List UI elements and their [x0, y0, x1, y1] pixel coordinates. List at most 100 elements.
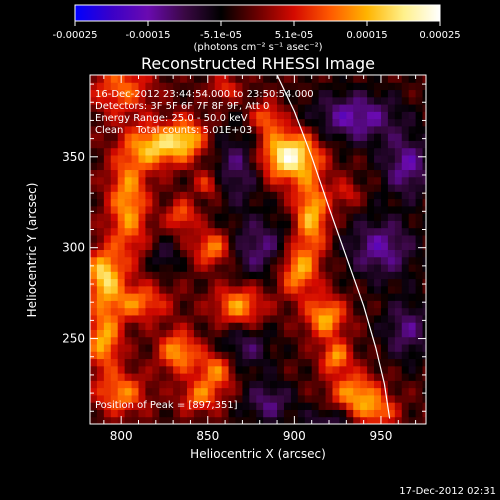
heatmap-cell [110, 169, 119, 178]
heatmap-cell [401, 169, 410, 178]
heatmap-cell [270, 373, 278, 381]
heatmap-cell [374, 278, 382, 287]
heatmap-cell [415, 176, 424, 185]
heatmap-cell [214, 409, 223, 418]
heatmap-cell [207, 416, 216, 424]
heatmap-cell [131, 264, 139, 272]
heatmap-cell [277, 184, 285, 192]
heatmap-cell [380, 111, 389, 120]
heatmap-cell [270, 409, 278, 418]
heatmap-cell [90, 322, 98, 330]
heatmap-cell [173, 358, 181, 367]
heatmap-cell [138, 213, 146, 221]
heatmap-cell [186, 293, 195, 301]
heatmap-cell [346, 220, 354, 229]
heatmap-cell [166, 402, 174, 410]
heatmap-cell [353, 82, 361, 91]
heatmap-cell [103, 394, 112, 403]
heatmap-cell [145, 125, 153, 134]
heatmap-cell [235, 213, 243, 221]
heatmap-cell [138, 249, 146, 258]
heatmap-cell [394, 314, 403, 323]
heatmap-cell [90, 176, 98, 185]
heatmap-cell [290, 373, 299, 381]
heatmap-cell [290, 213, 299, 221]
heatmap-cell [207, 329, 216, 338]
heatmap-cell [138, 358, 146, 367]
heatmap-cell [374, 162, 382, 171]
heatmap-cell [110, 409, 119, 418]
heatmap-cell [401, 234, 410, 243]
heatmap-cell [152, 365, 160, 374]
heatmap-cell [311, 351, 320, 360]
heatmap-cell [214, 278, 223, 287]
heatmap-cell [401, 351, 410, 360]
heatmap-cell [297, 118, 306, 127]
heatmap-cell [200, 307, 209, 316]
heatmap-cell [297, 104, 306, 112]
heatmap-cell [290, 140, 299, 149]
heatmap-cell [90, 314, 98, 323]
heatmap-cell [401, 314, 410, 323]
heatmap-cell [408, 402, 417, 410]
heatmap-cell [408, 133, 417, 141]
heatmap-cell [290, 402, 299, 410]
heatmap-cell [249, 111, 257, 120]
heatmap-cell [159, 285, 167, 294]
heatmap-cell [415, 256, 424, 265]
heatmap-cell [138, 387, 146, 396]
heatmap-cell [138, 271, 146, 280]
heatmap-cell [110, 234, 119, 243]
heatmap-cell [332, 111, 340, 120]
heatmap-cell [277, 285, 285, 294]
heatmap-cell [422, 198, 426, 207]
heatmap-cell [415, 409, 424, 418]
heatmap-cell [249, 278, 257, 287]
heatmap-cell [374, 111, 382, 120]
heatmap-cell [353, 213, 361, 221]
heatmap-cell [304, 314, 313, 323]
heatmap-cell [166, 336, 174, 345]
heatmap-cell [263, 322, 271, 330]
heatmap-cell [270, 82, 278, 91]
x-axis-label: Heliocentric X (arcsec) [190, 447, 326, 461]
heatmap-cell [124, 242, 133, 250]
heatmap-cell [166, 198, 174, 207]
heatmap-cell [374, 169, 382, 178]
heatmap-cell [180, 264, 188, 272]
heatmap-cell [117, 227, 126, 236]
heatmap-cell [318, 227, 327, 236]
heatmap-cell [110, 176, 119, 185]
heatmap-cell [124, 329, 133, 338]
heatmap-cell [96, 82, 105, 91]
heatmap-cell [304, 75, 313, 83]
heatmap-cell [360, 358, 368, 367]
heatmap-cell [124, 387, 133, 396]
heatmap-cell [221, 358, 230, 367]
heatmap-cell [235, 205, 243, 214]
heatmap-cell [318, 176, 327, 185]
heatmap-cell [186, 176, 195, 185]
heatmap-cell [353, 351, 361, 360]
heatmap-cell [207, 314, 216, 323]
heatmap-cell [367, 344, 375, 352]
heatmap-cell [263, 336, 271, 345]
heatmap-cell [152, 409, 160, 418]
heatmap-cell [270, 89, 278, 98]
heatmap-cell [325, 380, 333, 389]
heatmap-cell [249, 402, 257, 410]
heatmap-cell [408, 234, 417, 243]
heatmap-cell [283, 220, 292, 229]
heatmap-cell [200, 191, 209, 200]
heatmap-cell [207, 293, 216, 301]
heatmap-cell [394, 118, 403, 127]
heatmap-cell [200, 256, 209, 265]
heatmap-cell [311, 322, 320, 330]
heatmap-cell [353, 118, 361, 127]
heatmap-cell [325, 162, 333, 171]
heatmap-cell [387, 256, 396, 265]
heatmap-cell [166, 314, 174, 323]
heatmap-cell [325, 147, 333, 156]
heatmap-cell [394, 133, 403, 141]
heatmap-cell [311, 111, 320, 120]
